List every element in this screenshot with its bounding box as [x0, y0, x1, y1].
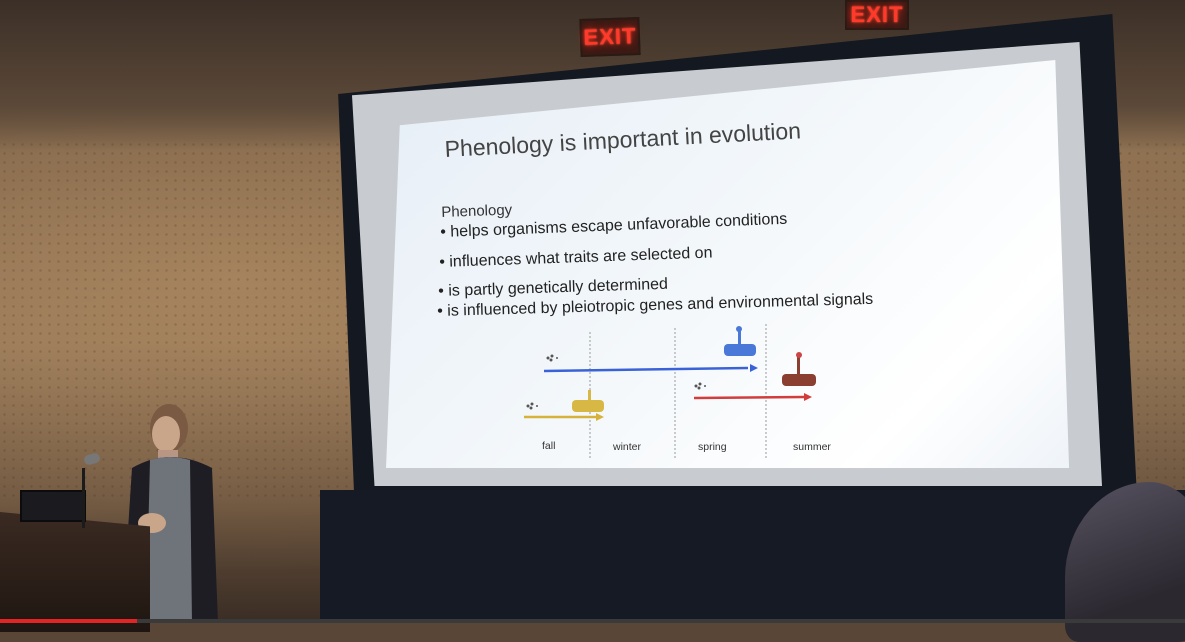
blue-arrowhead — [750, 364, 758, 372]
laptop — [20, 490, 86, 522]
brown-plant-icon — [782, 352, 816, 386]
red-arrow — [693, 395, 805, 400]
seed-icon — [694, 382, 706, 390]
red-arrowhead — [804, 393, 812, 401]
exit-sign-right: EXIT — [845, 0, 909, 30]
season-label-spring: spring — [698, 441, 727, 453]
video-progress-played — [0, 619, 138, 623]
season-label-fall: fall — [542, 440, 556, 452]
blue-plant-icon — [724, 326, 756, 356]
phenology-diagram — [524, 324, 816, 458]
microphone-stand — [82, 468, 85, 528]
video-progress-track[interactable] — [0, 619, 1185, 623]
podium — [0, 512, 150, 632]
yellow-plant-icon — [572, 390, 604, 412]
slide-subtitle: Phenology — [441, 201, 513, 221]
season-label-winter: winter — [613, 441, 642, 453]
exit-sign-left: EXIT — [579, 16, 641, 58]
yellow-arrowhead — [596, 413, 604, 421]
seed-icon — [526, 402, 538, 410]
seed-icon — [546, 354, 558, 362]
season-label-summer: summer — [793, 441, 831, 453]
blue-arrow — [543, 366, 749, 373]
stage-skirt — [320, 490, 1185, 623]
